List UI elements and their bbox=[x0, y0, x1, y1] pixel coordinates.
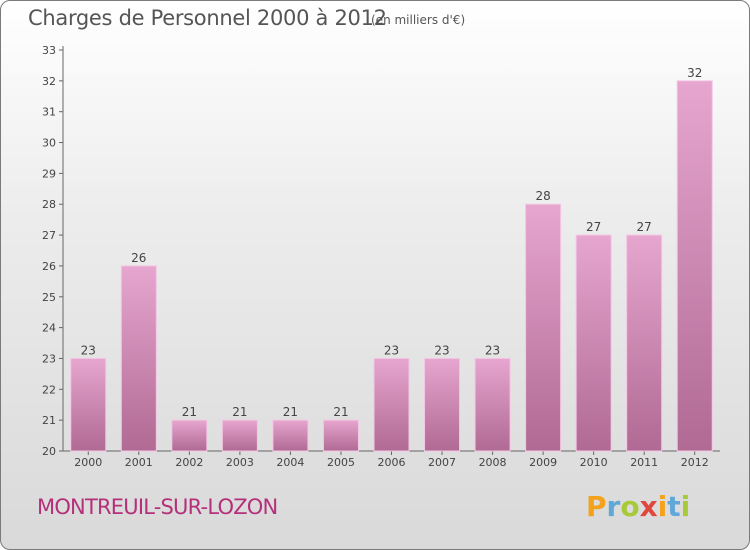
data-label: 32 bbox=[687, 66, 702, 80]
x-tick-label: 2004 bbox=[276, 456, 304, 469]
data-label: 21 bbox=[283, 405, 298, 419]
proxiti-logo: Proxiti bbox=[586, 490, 690, 523]
bar bbox=[676, 80, 713, 452]
x-tick-label: 2002 bbox=[175, 456, 203, 469]
brand-letter: i bbox=[657, 490, 668, 523]
y-tick-label: 31 bbox=[42, 106, 56, 119]
x-tick-label: 2001 bbox=[125, 456, 153, 469]
x-tick-label: 2008 bbox=[479, 456, 507, 469]
bar bbox=[322, 419, 359, 452]
brand-letter: o bbox=[620, 490, 640, 523]
data-label: 28 bbox=[535, 189, 550, 203]
data-label: 23 bbox=[384, 343, 399, 357]
x-tick-label: 2009 bbox=[529, 456, 557, 469]
y-tick-label: 20 bbox=[42, 445, 56, 458]
x-tick-label: 2003 bbox=[226, 456, 254, 469]
y-tick-label: 33 bbox=[42, 44, 56, 57]
bar bbox=[626, 234, 663, 452]
brand-letter: r bbox=[606, 490, 621, 523]
y-tick-label: 32 bbox=[42, 75, 56, 88]
brand-letter: x bbox=[639, 490, 658, 523]
data-label: 21 bbox=[333, 405, 348, 419]
y-tick-label: 22 bbox=[42, 383, 56, 396]
chart-title: Charges de Personnel 2000 à 2012 bbox=[28, 6, 387, 30]
bar bbox=[272, 419, 309, 452]
x-tick-label: 2007 bbox=[428, 456, 456, 469]
brand-letter: P bbox=[586, 490, 607, 523]
brand-letter: i bbox=[680, 490, 691, 523]
y-tick-label: 27 bbox=[42, 229, 56, 242]
bar bbox=[120, 265, 157, 452]
y-tick-label: 24 bbox=[42, 322, 56, 335]
y-tick-label: 23 bbox=[42, 352, 56, 365]
data-label: 27 bbox=[586, 220, 601, 234]
data-label: 21 bbox=[182, 405, 197, 419]
data-label: 27 bbox=[637, 220, 652, 234]
x-tick-label: 2006 bbox=[378, 456, 406, 469]
x-tick-label: 2000 bbox=[74, 456, 102, 469]
y-tick-label: 29 bbox=[42, 167, 56, 180]
x-tick-label: 2005 bbox=[327, 456, 355, 469]
y-tick-label: 25 bbox=[42, 291, 56, 304]
brand-letter: t bbox=[667, 490, 681, 523]
y-tick-label: 28 bbox=[42, 198, 56, 211]
x-tick-label: 2012 bbox=[681, 456, 709, 469]
x-tick-label: 2010 bbox=[580, 456, 608, 469]
x-tick-label: 2011 bbox=[630, 456, 658, 469]
bar bbox=[525, 203, 562, 452]
y-tick-label: 21 bbox=[42, 414, 56, 427]
bar bbox=[221, 419, 258, 452]
bar bbox=[575, 234, 612, 452]
y-tick-label: 30 bbox=[42, 137, 56, 150]
data-label: 23 bbox=[81, 343, 96, 357]
data-label: 26 bbox=[131, 251, 146, 265]
city-name: MONTREUIL-SUR-LOZON bbox=[37, 495, 278, 519]
bar bbox=[373, 357, 410, 452]
data-label: 21 bbox=[232, 405, 247, 419]
chart-unit: (en milliers d'€) bbox=[371, 13, 466, 27]
data-label: 23 bbox=[434, 343, 449, 357]
bar bbox=[474, 357, 511, 452]
bar bbox=[171, 419, 208, 452]
bar bbox=[424, 357, 461, 452]
y-tick-label: 26 bbox=[42, 260, 56, 273]
data-label: 23 bbox=[485, 343, 500, 357]
bar bbox=[70, 357, 107, 452]
